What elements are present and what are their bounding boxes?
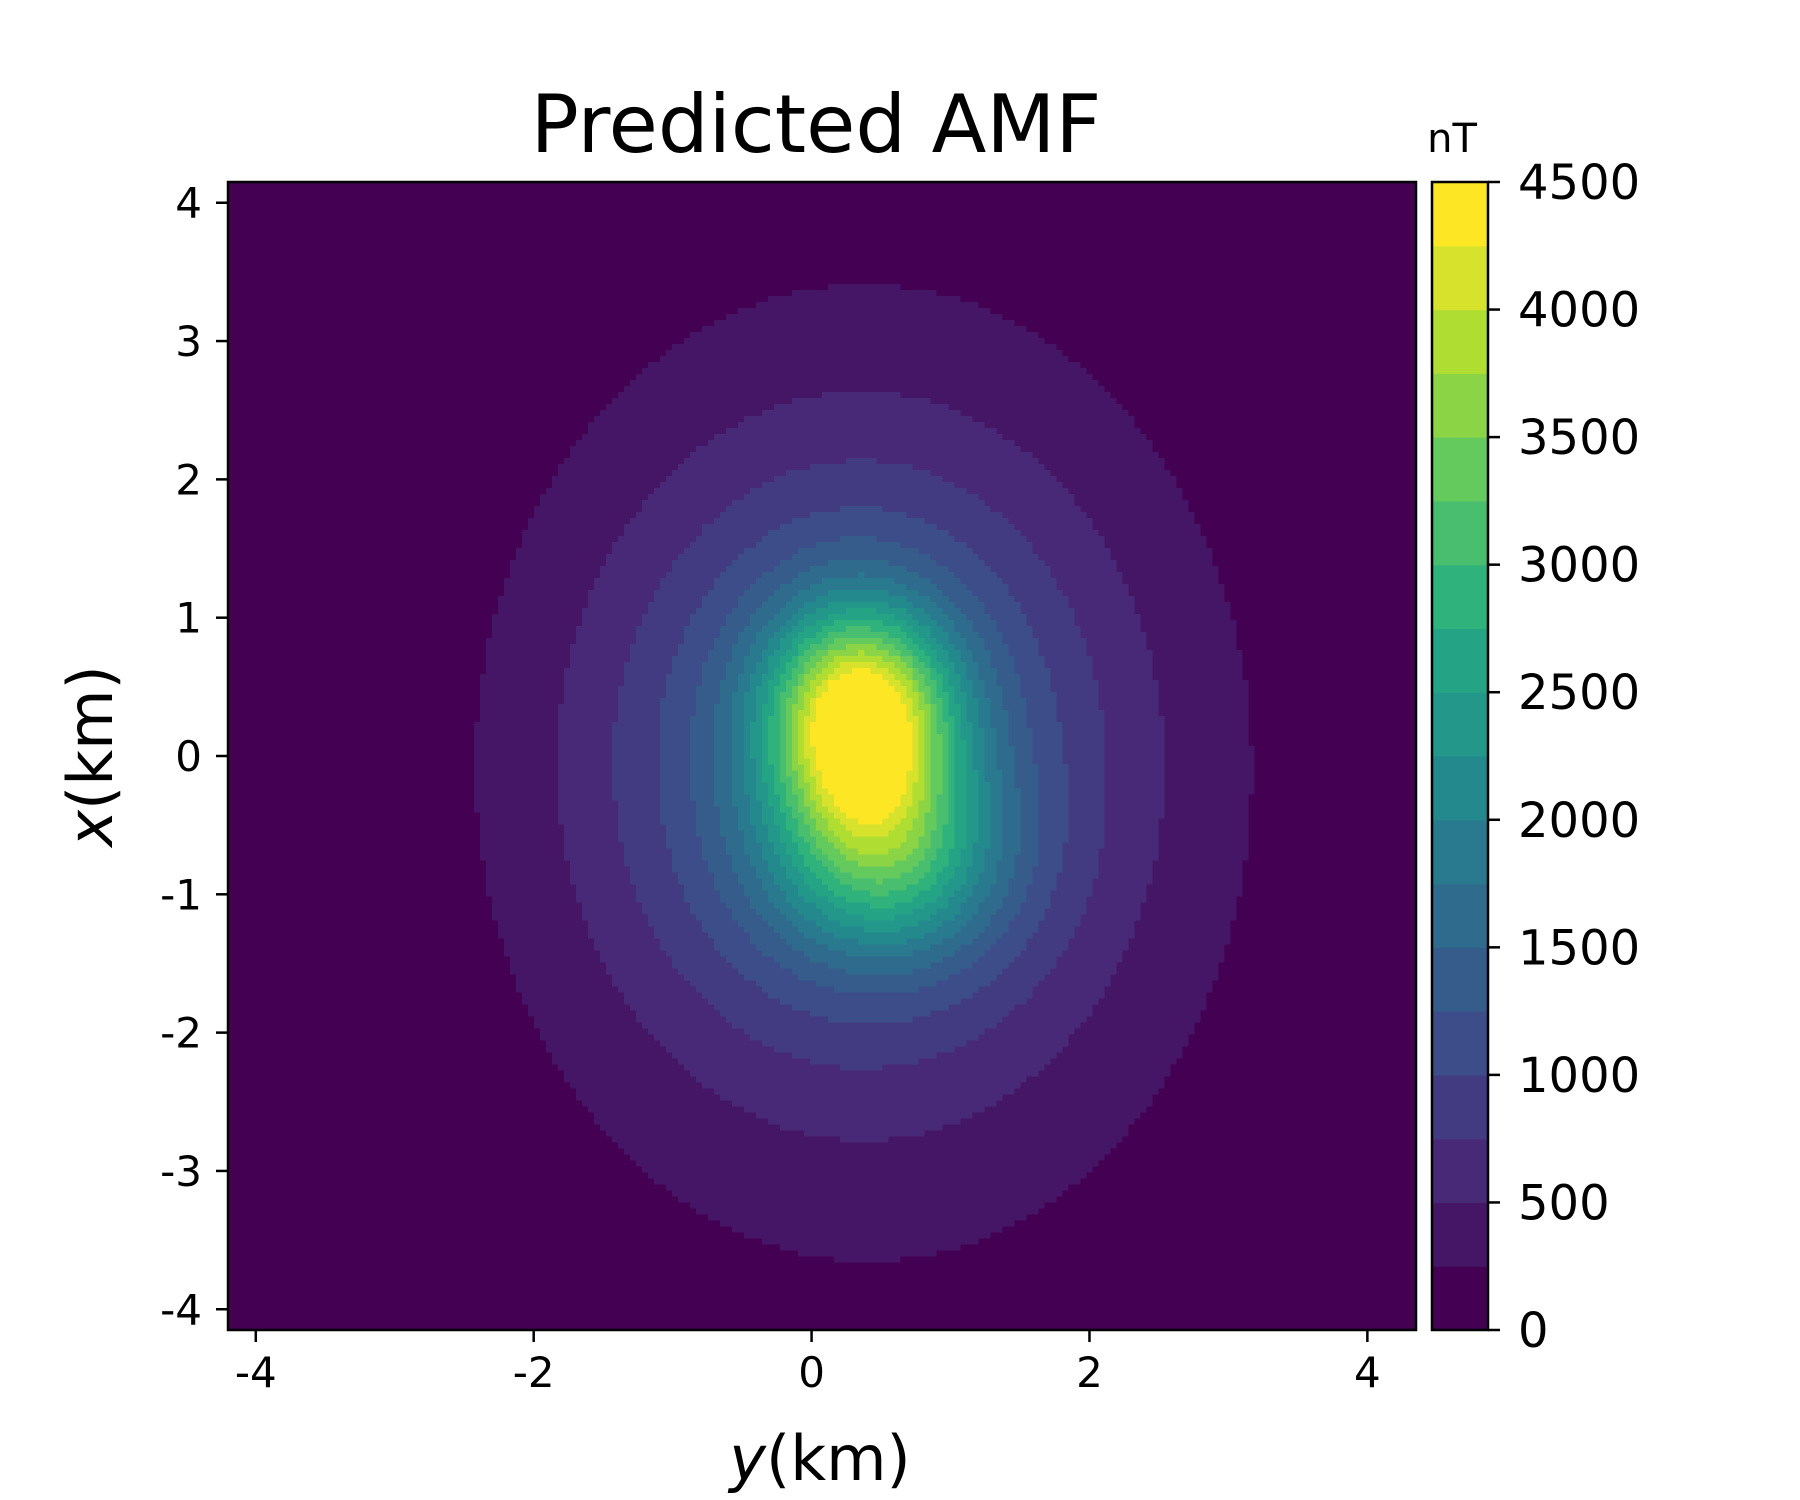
x-tick-label: -4 xyxy=(235,1348,277,1397)
colorbar-tick-label: 2500 xyxy=(1518,665,1640,721)
contour-band-0 xyxy=(228,182,1416,1330)
colorbar-tick-label: 4000 xyxy=(1518,283,1640,339)
colorbar-band-4 xyxy=(1432,1011,1488,1076)
y-tick-label: 0 xyxy=(175,732,202,781)
y-tick-label: 2 xyxy=(175,455,202,504)
colorbar-band-17 xyxy=(1432,182,1488,247)
colorbar-tick-label: 500 xyxy=(1518,1175,1610,1231)
x-tick-label: 0 xyxy=(798,1348,825,1397)
x-tick-label: 2 xyxy=(1076,1348,1103,1397)
colorbar: 0 500 1000 1500 2000 2500 3000 3500 4000 4500 xyxy=(1430,155,1640,1359)
colorbar-unit-label: nT xyxy=(1427,116,1477,162)
colorbar-band-8 xyxy=(1432,756,1488,821)
y-tick-label: 1 xyxy=(175,594,202,643)
chart-title: Predicted AMF xyxy=(531,78,1102,171)
plot-area xyxy=(226,180,1418,1332)
colorbar-band-0 xyxy=(1432,1266,1488,1331)
y-axis-label: x(km) xyxy=(54,665,127,848)
colorbar-band-6 xyxy=(1432,883,1488,948)
contour-band-11 xyxy=(768,620,955,909)
x-tick-label: -2 xyxy=(513,1348,555,1397)
colorbar-tick-label: 4500 xyxy=(1518,155,1640,211)
colorbar-tick-label: 1000 xyxy=(1518,1048,1640,1104)
colorbar-tick-label: 1500 xyxy=(1518,920,1640,976)
colorbar-tick-label: 3500 xyxy=(1518,410,1640,466)
colorbar-band-9 xyxy=(1432,692,1488,757)
colorbar-band-5 xyxy=(1432,947,1488,1012)
colorbar-tick-label: 0 xyxy=(1518,1303,1549,1359)
colorbar-band-2 xyxy=(1432,1138,1488,1204)
y-axis-label-unit: (km) xyxy=(54,665,127,810)
y-axis-label-var: x xyxy=(54,809,127,849)
colorbar-tick-label: 2000 xyxy=(1518,793,1640,849)
colorbar-band-11 xyxy=(1432,564,1488,630)
colorbar-band-12 xyxy=(1432,500,1488,566)
colorbar-tick-label: 3000 xyxy=(1518,538,1640,594)
x-axis-label: y(km) xyxy=(727,1422,910,1495)
contour-field xyxy=(228,182,1416,1330)
colorbar-band-14 xyxy=(1432,373,1488,438)
y-tick-label: 3 xyxy=(175,317,202,366)
y-tick-label: -2 xyxy=(160,1009,202,1058)
y-tick-label: -1 xyxy=(160,870,202,919)
x-axis-label-unit: (km) xyxy=(766,1422,911,1495)
colorbar-band-16 xyxy=(1432,245,1488,311)
x-tick-label: 4 xyxy=(1354,1348,1381,1397)
contour-band-17 xyxy=(810,668,913,825)
colorbar-band-13 xyxy=(1432,437,1488,502)
y-axis: 4 3 2 1 0 -1 -2 -3 -4 xyxy=(160,179,228,1334)
x-axis: -4 -2 0 2 4 xyxy=(235,1330,1381,1397)
colorbar-band-3 xyxy=(1432,1074,1488,1140)
colorbar-band-7 xyxy=(1432,819,1488,885)
y-tick-label: 4 xyxy=(175,179,202,228)
x-axis-label-var: y xyxy=(727,1422,767,1495)
contour-band-14 xyxy=(792,644,931,867)
colorbar-band-15 xyxy=(1432,309,1488,374)
colorbar-band-1 xyxy=(1432,1202,1488,1267)
y-tick-label: -4 xyxy=(160,1285,202,1334)
colorbar-frame xyxy=(1430,180,1490,1332)
y-tick-label: -3 xyxy=(160,1147,202,1196)
colorbar-band-10 xyxy=(1432,628,1488,693)
